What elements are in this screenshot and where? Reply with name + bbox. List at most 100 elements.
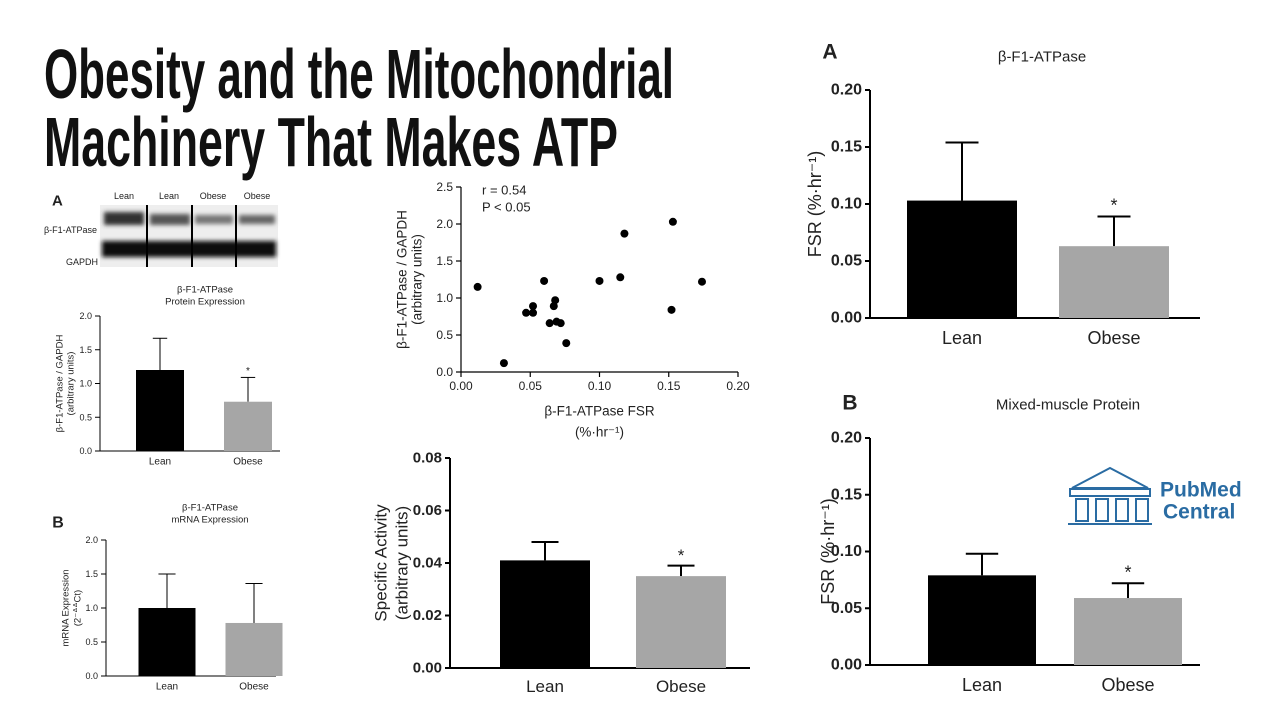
x-tick-label: Obese	[656, 677, 706, 696]
significance-marker: *	[678, 546, 685, 565]
chart-title: Protein Expression	[165, 297, 245, 308]
lane-label: Obese	[200, 191, 227, 201]
y-tick-label: 0.02	[413, 607, 442, 624]
x-tick-label: 0.00	[449, 379, 473, 393]
y-tick-label: 0.05	[831, 600, 862, 617]
bar	[636, 576, 726, 668]
point	[522, 308, 531, 317]
y-tick-label: 2.0	[85, 535, 98, 545]
y-axis-label: β-F1-ATPase / GAPDH	[55, 335, 66, 433]
x-tick-label: Lean	[156, 682, 178, 693]
x-tick-label: Obese	[239, 682, 269, 693]
y-tick-label: 0.15	[831, 486, 862, 503]
annotation: r = 0.54	[482, 183, 526, 198]
slide-title: Obesity and the Mitochondrial	[44, 35, 674, 113]
y-axis-label: β-F1-ATPase / GAPDH	[395, 210, 410, 349]
y-tick-label: 2.5	[436, 180, 453, 194]
logo-pillar	[1115, 498, 1129, 522]
x-tick-label: 0.15	[657, 379, 681, 393]
y-axis-label: FSR (%·hr⁻¹)	[818, 498, 838, 605]
y-tick-label: 0.00	[413, 660, 442, 677]
x-tick-label: Lean	[149, 457, 171, 468]
y-tick-label: 0.20	[831, 430, 862, 447]
point	[620, 229, 629, 238]
y-axis-label: (arbitrary units)	[410, 234, 425, 325]
x-tick-label: Lean	[942, 328, 982, 348]
band	[104, 212, 144, 225]
significance-marker: *	[1124, 562, 1131, 582]
point	[545, 319, 554, 328]
y-tick-label: 0.0	[79, 446, 92, 456]
panel-label: B	[842, 392, 857, 415]
y-tick-label: 0.00	[831, 657, 862, 674]
lane-label: Obese	[244, 191, 271, 201]
y-tick-label: 0.5	[436, 328, 453, 342]
y-axis-label: mRNA Expression	[61, 569, 72, 646]
y-tick-label: 0.08	[413, 450, 442, 467]
y-tick-label: 1.0	[85, 603, 98, 613]
y-axis-label: (arbitrary units)	[393, 506, 412, 620]
y-tick-label: 2.0	[79, 311, 92, 321]
logo-pillar	[1095, 498, 1109, 522]
y-tick-label: 0.04	[413, 555, 443, 572]
point	[529, 302, 538, 311]
significance-marker: *	[1110, 196, 1117, 216]
y-axis-label: FSR (%·hr⁻¹)	[805, 151, 825, 258]
y-tick-label: 0.15	[831, 139, 862, 156]
y-tick-label: 0.5	[85, 637, 98, 647]
x-tick-label: 0.10	[588, 379, 612, 393]
bar	[225, 622, 283, 676]
band	[239, 215, 275, 224]
annotation: P < 0.05	[482, 200, 531, 215]
point	[499, 359, 508, 368]
point	[595, 276, 604, 285]
logo-pillar	[1135, 498, 1149, 522]
y-tick-label: 1.0	[436, 291, 453, 305]
y-tick-label: 0.00	[831, 310, 862, 327]
y-tick-label: 0.0	[436, 365, 453, 379]
x-tick-label: 0.05	[519, 379, 543, 393]
x-tick-label: Obese	[1101, 675, 1154, 695]
panel-label: A	[822, 41, 837, 64]
point	[616, 273, 625, 282]
x-tick-label: 0.20	[726, 379, 750, 393]
band	[195, 215, 233, 224]
point	[562, 339, 571, 348]
panel-label: B	[52, 515, 64, 532]
logo-pillar	[1075, 498, 1089, 522]
point	[667, 305, 676, 314]
significance-marker: *	[246, 366, 250, 377]
point	[668, 217, 677, 226]
logo-text: PubMed	[1160, 479, 1242, 502]
y-tick-label: 1.5	[79, 345, 92, 355]
y-tick-label: 0.5	[79, 412, 92, 422]
bar	[224, 401, 272, 451]
y-tick-label: 2.0	[436, 217, 453, 231]
y-tick-label: 1.5	[436, 254, 453, 268]
y-tick-label: 0.06	[413, 502, 442, 519]
lane-label: Lean	[159, 191, 179, 201]
point	[697, 277, 706, 286]
y-tick-label: 0.20	[831, 82, 862, 99]
x-tick-label: Lean	[962, 675, 1002, 695]
bar	[907, 200, 1017, 318]
bar	[500, 560, 590, 668]
y-axis-label: (2⁻ᐞᐞCt)	[73, 590, 84, 626]
y-tick-label: 1.0	[79, 379, 92, 389]
point	[556, 319, 565, 328]
logo-roof	[1071, 466, 1149, 489]
y-axis-label: (arbitrary units)	[66, 352, 77, 416]
row-label: GAPDH	[66, 257, 98, 267]
bar	[1059, 246, 1169, 318]
bar	[928, 575, 1036, 665]
point	[529, 308, 538, 317]
slide-title: Machinery That Makes ATP	[44, 103, 618, 181]
y-axis-label: Specific Activity	[372, 504, 391, 622]
bar	[138, 608, 196, 676]
x-tick-label: Obese	[233, 457, 263, 468]
chart-title: Mixed-muscle Protein	[996, 397, 1140, 414]
chart-title: β-F1-ATPase	[182, 503, 238, 514]
bar	[1074, 598, 1182, 665]
x-tick-label: Obese	[1087, 328, 1140, 348]
